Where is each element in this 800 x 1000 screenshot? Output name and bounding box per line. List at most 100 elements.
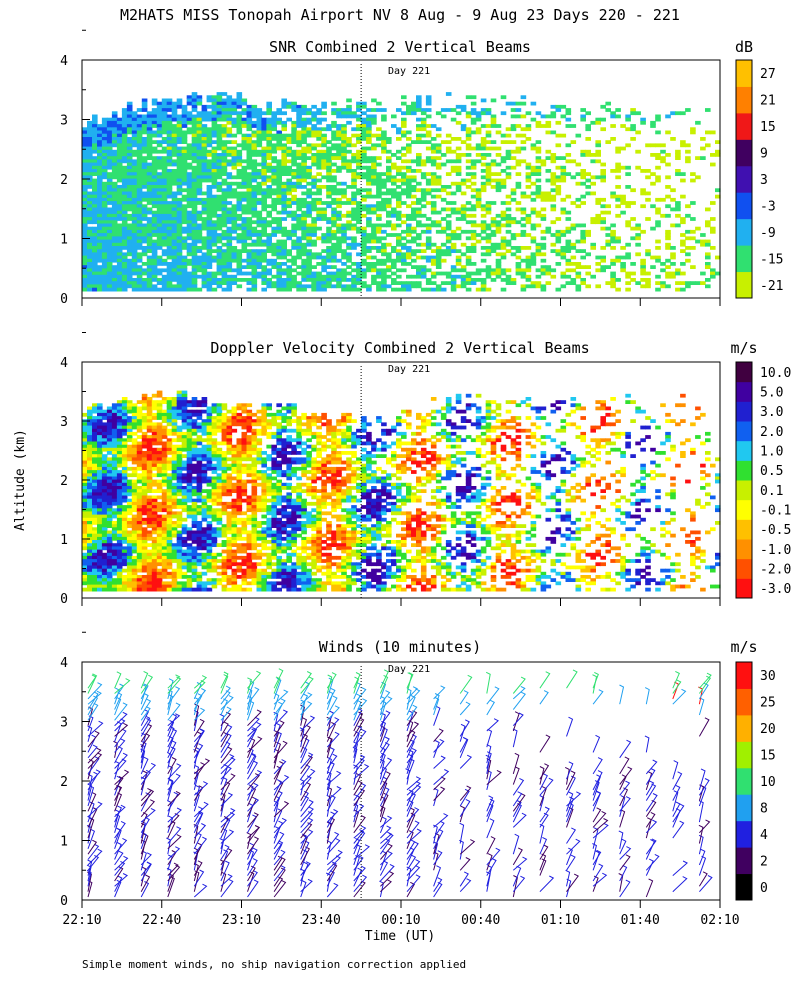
heatmap-cell [156,246,163,250]
heatmap-cell [346,185,352,189]
heatmap-cell [166,153,173,157]
heatmap-cell [615,236,621,241]
heatmap-cell [525,262,532,266]
heatmap-cell [246,281,253,285]
heatmap-cell [101,517,108,522]
heatmap-cell [251,133,258,138]
heatmap-cell [276,143,282,148]
heatmap-cell [271,265,277,269]
heatmap-cell [156,165,163,170]
heatmap-cell [495,258,502,263]
heatmap-cell [146,143,153,148]
heatmap-cell [525,165,532,170]
heatmap-cell [106,578,113,582]
heatmap-cell [92,568,98,573]
heatmap-cell [256,213,263,218]
heatmap-cell [540,268,547,273]
heatmap-cell [366,287,372,292]
heatmap-cell [196,165,203,170]
heatmap-cell [171,284,178,289]
heatmap-cell [196,130,203,135]
heatmap-cell [191,114,198,119]
heatmap-cell [176,265,183,269]
heatmap-cell [495,153,502,157]
heatmap-cell [435,249,442,253]
heatmap-cell [131,568,138,573]
heatmap-cell [82,265,88,269]
heatmap-cell [371,204,377,209]
heatmap-cell [131,498,138,503]
heatmap-cell [430,255,437,260]
heatmap-cell [256,111,263,116]
heatmap-cell [97,489,103,493]
heatmap-cell [525,111,532,116]
heatmap-cell [87,552,93,557]
heatmap-cell [92,229,98,234]
heatmap-cell [286,133,292,138]
heatmap-cell [665,229,671,234]
heatmap-cell [570,242,577,247]
heatmap-cell [131,172,138,176]
heatmap-cell [685,236,691,241]
heatmap-cell [435,258,442,263]
heatmap-cell [121,268,128,273]
heatmap-cell [131,473,138,478]
heatmap-cell [87,262,93,266]
heatmap-cell [485,140,492,144]
heatmap-cell [495,265,502,269]
heatmap-cell [341,194,347,199]
heatmap-cell [545,130,552,135]
heatmap-cell [191,127,198,132]
heatmap-cell [156,101,163,106]
heatmap-cell [87,409,93,414]
heatmap-cell [106,130,113,135]
heatmap-cell [595,140,601,144]
heatmap-cell [246,111,253,116]
heatmap-cell [401,130,407,135]
heatmap-cell [87,435,93,439]
heatmap-cell [520,287,527,292]
heatmap-cell [306,255,312,260]
heatmap-cell [206,207,213,212]
heatmap-cell [186,287,193,292]
heatmap-cell [625,271,631,276]
heatmap-cell [97,143,103,148]
heatmap-cell [191,159,198,164]
heatmap-cell [371,114,377,119]
heatmap-cell [106,133,113,138]
heatmap-cell [276,201,282,205]
heatmap-cell [575,223,582,228]
heatmap-cell [346,169,352,173]
heatmap-cell [406,246,412,250]
heatmap-cell [276,159,282,164]
heatmap-cell [171,223,178,228]
heatmap-cell [216,159,223,164]
heatmap-cell [376,172,382,176]
heatmap-cell [226,281,233,285]
heatmap-cell [351,284,357,289]
heatmap-cell [425,140,432,144]
heatmap-cell [236,92,243,96]
heatmap-cell [475,114,482,119]
heatmap-cell [92,287,98,292]
heatmap-cell [475,143,482,148]
heatmap-cell [166,120,173,125]
heatmap-cell [690,201,696,205]
heatmap-cell [251,271,258,276]
heatmap-cell [151,146,158,151]
heatmap-cell [136,278,143,282]
heatmap-cell [106,466,113,471]
heatmap-cell [226,175,233,180]
heatmap-cell [101,175,108,180]
heatmap-cell [376,204,382,209]
heatmap-cell [136,508,143,513]
heatmap-cell [186,95,193,100]
heatmap-cell [206,239,213,244]
heatmap-cell [281,226,287,231]
heatmap-cell [411,217,417,221]
heatmap-cell [356,188,362,193]
heatmap-cell [121,207,128,212]
heatmap-cell [371,262,377,266]
heatmap-cell [301,140,307,144]
heatmap-cell [560,172,567,176]
